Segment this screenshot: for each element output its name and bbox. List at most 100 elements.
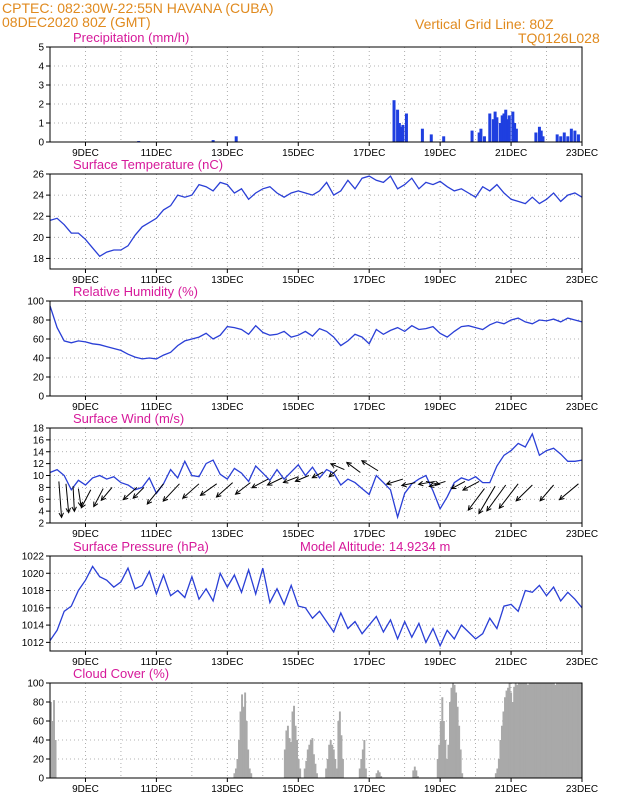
cloud-bar (54, 740, 57, 778)
y-tick-label: 18 (33, 424, 45, 435)
precip-bar (488, 113, 492, 142)
cloud-bar (291, 711, 294, 778)
wind-vector (486, 484, 507, 512)
precip-bar (559, 136, 563, 142)
cloud-bar (568, 683, 571, 778)
cloud-bar (236, 759, 239, 778)
wind-vector-head (428, 482, 435, 488)
cloud-bar (293, 705, 295, 778)
y-tick-label: 1020 (22, 569, 45, 580)
cloud-bar (413, 766, 416, 778)
wind-vector (251, 478, 269, 489)
cloud-bar (505, 690, 508, 778)
cloud-bar (312, 754, 315, 778)
x-tick-label: 21DEC (495, 402, 527, 413)
x-tick-label: 19DEC (424, 657, 456, 668)
cloud-bar (539, 683, 542, 778)
y-tick-label: 2 (38, 100, 44, 111)
cloud-bar (53, 700, 55, 778)
wind-vector (72, 486, 75, 512)
wind-vector (58, 481, 63, 518)
wind-vector-head (58, 512, 64, 519)
cloud-bar (245, 721, 248, 778)
wind-vector-head (328, 471, 335, 478)
cloud-bar (543, 683, 546, 778)
cloud-bar (314, 763, 317, 778)
precip-bar (507, 115, 511, 142)
cloud-bar (50, 702, 52, 778)
precip-bar (513, 123, 517, 142)
wind-vector (328, 469, 338, 478)
wind-vector (283, 476, 299, 483)
y-tick-label: 22 (33, 212, 45, 223)
cloud-bar (328, 744, 331, 778)
cloud-bar (461, 773, 464, 778)
y-tick-label: 80 (33, 316, 45, 327)
x-tick-label: 11DEC (141, 275, 173, 286)
y-tick-label: 5 (38, 43, 44, 54)
precip-bar (482, 136, 486, 142)
panel-title: Cloud Cover (%) (73, 666, 169, 681)
x-tick-label: 19DEC (424, 529, 456, 540)
cloud-bar (578, 683, 581, 778)
wind-vector-head (234, 489, 241, 495)
wind-vector (498, 483, 519, 509)
wind-vector (451, 480, 466, 490)
wind-vector-head (146, 498, 153, 505)
wind-vector (77, 488, 82, 507)
x-tick-label: 11DEC (141, 657, 173, 668)
cloud-bar (510, 692, 513, 778)
wind-vector-head (71, 506, 77, 513)
wind-vector (235, 482, 251, 495)
wind-vector-head (132, 493, 139, 499)
cloud-bar (233, 773, 236, 778)
wind-vector-head (65, 507, 71, 514)
cloud-bar (341, 759, 344, 778)
x-tick-label: 11DEC (141, 784, 173, 795)
wind-vector (401, 482, 416, 486)
cloud-bar (504, 697, 506, 778)
cloud-bar (459, 749, 462, 778)
cloud-bar (248, 768, 251, 778)
wind-vector (65, 483, 70, 513)
cloud-bar (531, 683, 534, 778)
precip-bar (397, 123, 401, 142)
precip-bar (234, 136, 238, 142)
precip-bar (495, 117, 499, 142)
wind-vector-head (486, 505, 492, 512)
x-tick-label: 15DEC (282, 657, 314, 668)
cloud-bar (519, 683, 522, 778)
cloud-bar (439, 721, 442, 778)
cloud-bar (306, 749, 309, 778)
y-tick-label: 100 (27, 679, 44, 690)
cloud-bar (542, 683, 545, 778)
x-tick-label: 17DEC (353, 529, 385, 540)
wind-vector (361, 460, 379, 472)
y-tick-label: 10 (33, 471, 45, 482)
cloud-bar (513, 686, 516, 778)
x-tick-label: 13DEC (211, 148, 243, 159)
cloud-bar (449, 702, 451, 778)
wind-vector-head (199, 490, 206, 496)
wind-vector (93, 488, 104, 507)
wind-vector (559, 483, 579, 501)
panel-title: Surface Pressure (hPa) (73, 539, 209, 554)
cloud-bar (575, 683, 578, 778)
wind-vector (182, 483, 200, 499)
cloud-bar (444, 740, 447, 778)
x-tick-label: 11DEC (141, 529, 173, 540)
cloud-bar (436, 759, 439, 778)
precip-bar (470, 130, 474, 142)
cloud-bar (533, 683, 536, 778)
cloud-bar (51, 721, 54, 778)
y-tick-label: 14 (33, 447, 45, 458)
cloud-bar (299, 768, 302, 778)
cloud-bar (358, 768, 361, 778)
wind-vector-head (122, 494, 129, 501)
cloud-bar (546, 683, 549, 778)
wind-vector-head (558, 494, 565, 501)
cloud-bar (525, 683, 528, 778)
cloud-bar (540, 683, 543, 778)
panel-title: Surface Wind (m/s) (73, 411, 184, 426)
wind-vector-head (461, 485, 468, 491)
